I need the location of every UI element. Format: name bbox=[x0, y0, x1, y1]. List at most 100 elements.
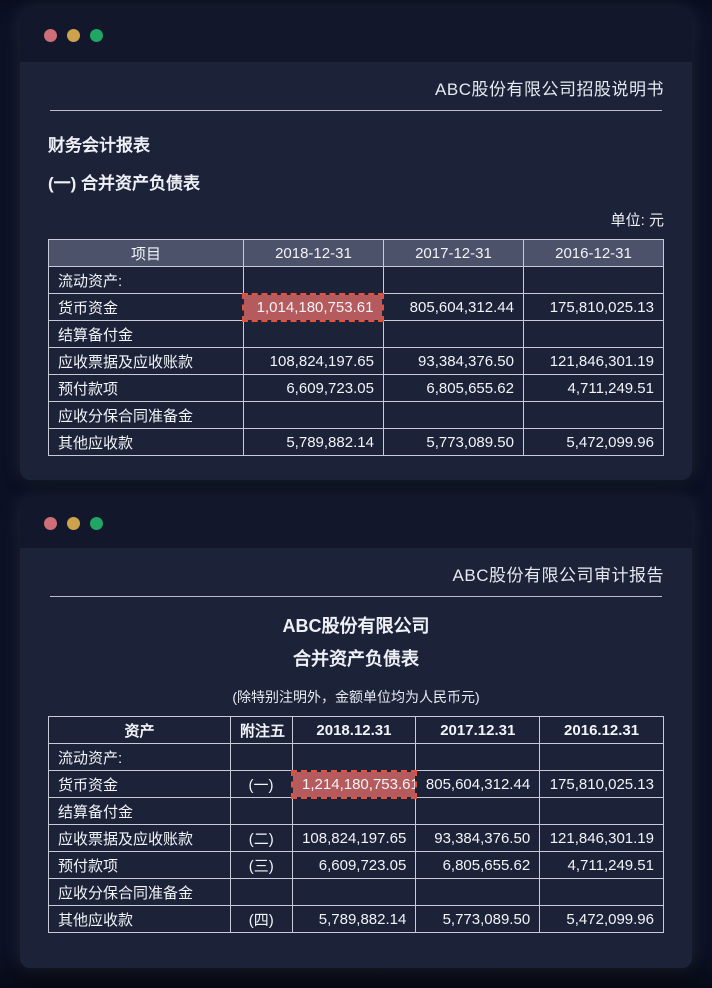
close-button[interactable] bbox=[44, 516, 57, 530]
table-row: 流动资产: bbox=[48, 266, 665, 294]
value-cell bbox=[382, 320, 524, 348]
note-cell bbox=[230, 743, 293, 771]
window-titlebar bbox=[20, 8, 692, 62]
column-header-2017: 2017-12-31 bbox=[382, 239, 524, 267]
value-cell: 121,846,301.19 bbox=[522, 347, 665, 375]
prospectus-window: ABC股份有限公司招股说明书 财务会计报表 (一) 合并资产负债表 单位: 元 … bbox=[20, 8, 692, 480]
row-label-cell: 流动资产: bbox=[48, 266, 244, 294]
column-header-2016: 2016.12.31 bbox=[539, 716, 664, 744]
value-cell bbox=[242, 401, 384, 429]
note-cell bbox=[230, 797, 293, 825]
table-row: 结算备付金 bbox=[47, 797, 664, 825]
value-cell bbox=[291, 797, 417, 825]
value-cell bbox=[415, 878, 541, 906]
note-cell bbox=[230, 878, 293, 906]
audit-balance-sheet-table: 资产 附注五 2018.12.31 2017.12.31 2016.12.31 … bbox=[47, 716, 664, 933]
value-cell bbox=[242, 320, 384, 348]
table-row: 结算备付金 bbox=[48, 320, 665, 348]
column-header-item: 项目 bbox=[48, 239, 244, 267]
value-cell bbox=[539, 878, 664, 906]
section-title: 财务会计报表 bbox=[48, 136, 150, 155]
value-cell: 805,604,312.44 bbox=[415, 770, 541, 798]
value-cell: 4,711,249.51 bbox=[522, 374, 665, 402]
table-header: 项目 2018-12-31 2017-12-31 2016-12-31 bbox=[48, 239, 665, 267]
value-cell bbox=[415, 743, 541, 771]
value-cell bbox=[415, 797, 541, 825]
table-row: 预付款项 6,609,723.05 6,805,655.62 4,711,249.51 bbox=[48, 374, 665, 402]
row-label-cell: 预付款项 bbox=[48, 374, 244, 402]
maximize-button[interactable] bbox=[90, 516, 103, 530]
column-header-2018: 2018-12-31 bbox=[242, 239, 384, 267]
value-cell: 4,711,249.51 bbox=[539, 851, 664, 879]
value-cell: 175,810,025.13 bbox=[522, 293, 665, 321]
column-header-note: 附注五 bbox=[230, 716, 293, 744]
table-row: 货币资金 1,014,180,753.61 805,604,312.44 175,81… bbox=[48, 292, 665, 322]
table-row: 其他应收款 (四) 5,789,882.14 5,773,089.50 5,472,09… bbox=[47, 905, 664, 933]
document-title: ABC股份有限公司审计报告 bbox=[452, 566, 664, 585]
highlighted-value-cell: 1,014,180,753.61 bbox=[242, 292, 385, 322]
value-cell: 5,773,089.50 bbox=[382, 428, 524, 456]
value-cell bbox=[522, 401, 665, 429]
value-cell: 6,805,655.62 bbox=[382, 374, 524, 402]
value-cell: 108,824,197.65 bbox=[242, 347, 384, 375]
column-header-assets: 资产 bbox=[47, 716, 232, 744]
row-label-cell: 应收分保合同准备金 bbox=[47, 878, 232, 906]
value-cell: 5,789,882.14 bbox=[291, 905, 417, 933]
value-cell: 6,805,655.62 bbox=[415, 851, 541, 879]
value-cell bbox=[382, 266, 524, 294]
value-cell: 5,789,882.14 bbox=[242, 428, 384, 456]
row-label-cell: 结算备付金 bbox=[48, 320, 244, 348]
value-cell bbox=[539, 797, 664, 825]
table-row: 货币资金 (一) 1,214,180,753.61 805,604,312.44 175… bbox=[47, 769, 664, 799]
value-cell: 93,384,376.50 bbox=[415, 824, 541, 852]
value-cell bbox=[242, 266, 384, 294]
highlighted-value-cell: 1,214,180,753.61 bbox=[291, 769, 417, 799]
table-row: 应收分保合同准备金 bbox=[48, 401, 665, 429]
row-label-cell: 应收票据及应收账款 bbox=[47, 824, 232, 852]
table-row: 其他应收款 5,789,882.14 5,773,089.50 5,472,099.9… bbox=[48, 428, 665, 456]
table-row: 流动资产: bbox=[47, 743, 664, 771]
value-cell: 5,472,099.96 bbox=[522, 428, 665, 456]
value-cell bbox=[291, 743, 417, 771]
note-cell: (一) bbox=[230, 770, 293, 798]
value-cell: 93,384,376.50 bbox=[382, 347, 524, 375]
value-cell bbox=[539, 743, 664, 771]
note-cell: (二) bbox=[230, 824, 293, 852]
section-subtitle: (一) 合并资产负债表 bbox=[48, 174, 201, 193]
value-cell bbox=[291, 878, 417, 906]
column-header-2016: 2016-12-31 bbox=[522, 239, 665, 267]
table-row: 应收票据及应收账款 (二) 108,824,197.65 93,384,376.50 1… bbox=[47, 824, 664, 852]
table-header: 资产 附注五 2018.12.31 2017.12.31 2016.12.31 bbox=[47, 716, 664, 744]
divider bbox=[50, 596, 662, 597]
window-body: ABC股份有限公司招股说明书 财务会计报表 (一) 合并资产负债表 单位: 元 … bbox=[20, 75, 692, 456]
minimize-button[interactable] bbox=[67, 516, 80, 530]
maximize-button[interactable] bbox=[90, 28, 103, 42]
value-cell: 6,609,723.05 bbox=[242, 374, 384, 402]
divider bbox=[50, 110, 662, 111]
prospectus-balance-sheet-table: 项目 2018-12-31 2017-12-31 2016-12-31 流动资产… bbox=[48, 239, 665, 456]
statement-title: 合并资产负债表 bbox=[293, 649, 419, 669]
value-cell: 6,609,723.05 bbox=[291, 851, 417, 879]
table-row: 预付款项 (三) 6,609,723.05 6,805,655.62 4,711,249… bbox=[47, 851, 664, 879]
table-row: 应收票据及应收账款 108,824,197.65 93,384,376.50 121,… bbox=[48, 347, 665, 375]
column-header-2018: 2018.12.31 bbox=[291, 716, 417, 744]
document-title: ABC股份有限公司招股说明书 bbox=[435, 80, 664, 99]
value-cell: 108,824,197.65 bbox=[291, 824, 417, 852]
column-header-2017: 2017.12.31 bbox=[415, 716, 541, 744]
row-label-cell: 应收分保合同准备金 bbox=[48, 401, 244, 429]
row-label-cell: 其他应收款 bbox=[47, 905, 232, 933]
window-body: ABC股份有限公司审计报告 ABC股份有限公司 合并资产负债表 (除特别注明外，… bbox=[20, 561, 692, 933]
value-cell bbox=[382, 401, 524, 429]
row-label-cell: 货币资金 bbox=[48, 293, 244, 321]
row-label-cell: 结算备付金 bbox=[47, 797, 232, 825]
minimize-button[interactable] bbox=[67, 28, 80, 42]
note-cell: (四) bbox=[230, 905, 293, 933]
table-header-row: 资产 附注五 2018.12.31 2017.12.31 2016.12.31 bbox=[47, 716, 664, 744]
value-cell: 175,810,025.13 bbox=[539, 770, 664, 798]
table-row: 应收分保合同准备金 bbox=[47, 878, 664, 906]
row-label-cell: 货币资金 bbox=[47, 770, 232, 798]
close-button[interactable] bbox=[44, 28, 57, 42]
note-cell: (三) bbox=[230, 851, 293, 879]
row-label-cell: 预付款项 bbox=[47, 851, 232, 879]
value-cell bbox=[522, 320, 665, 348]
